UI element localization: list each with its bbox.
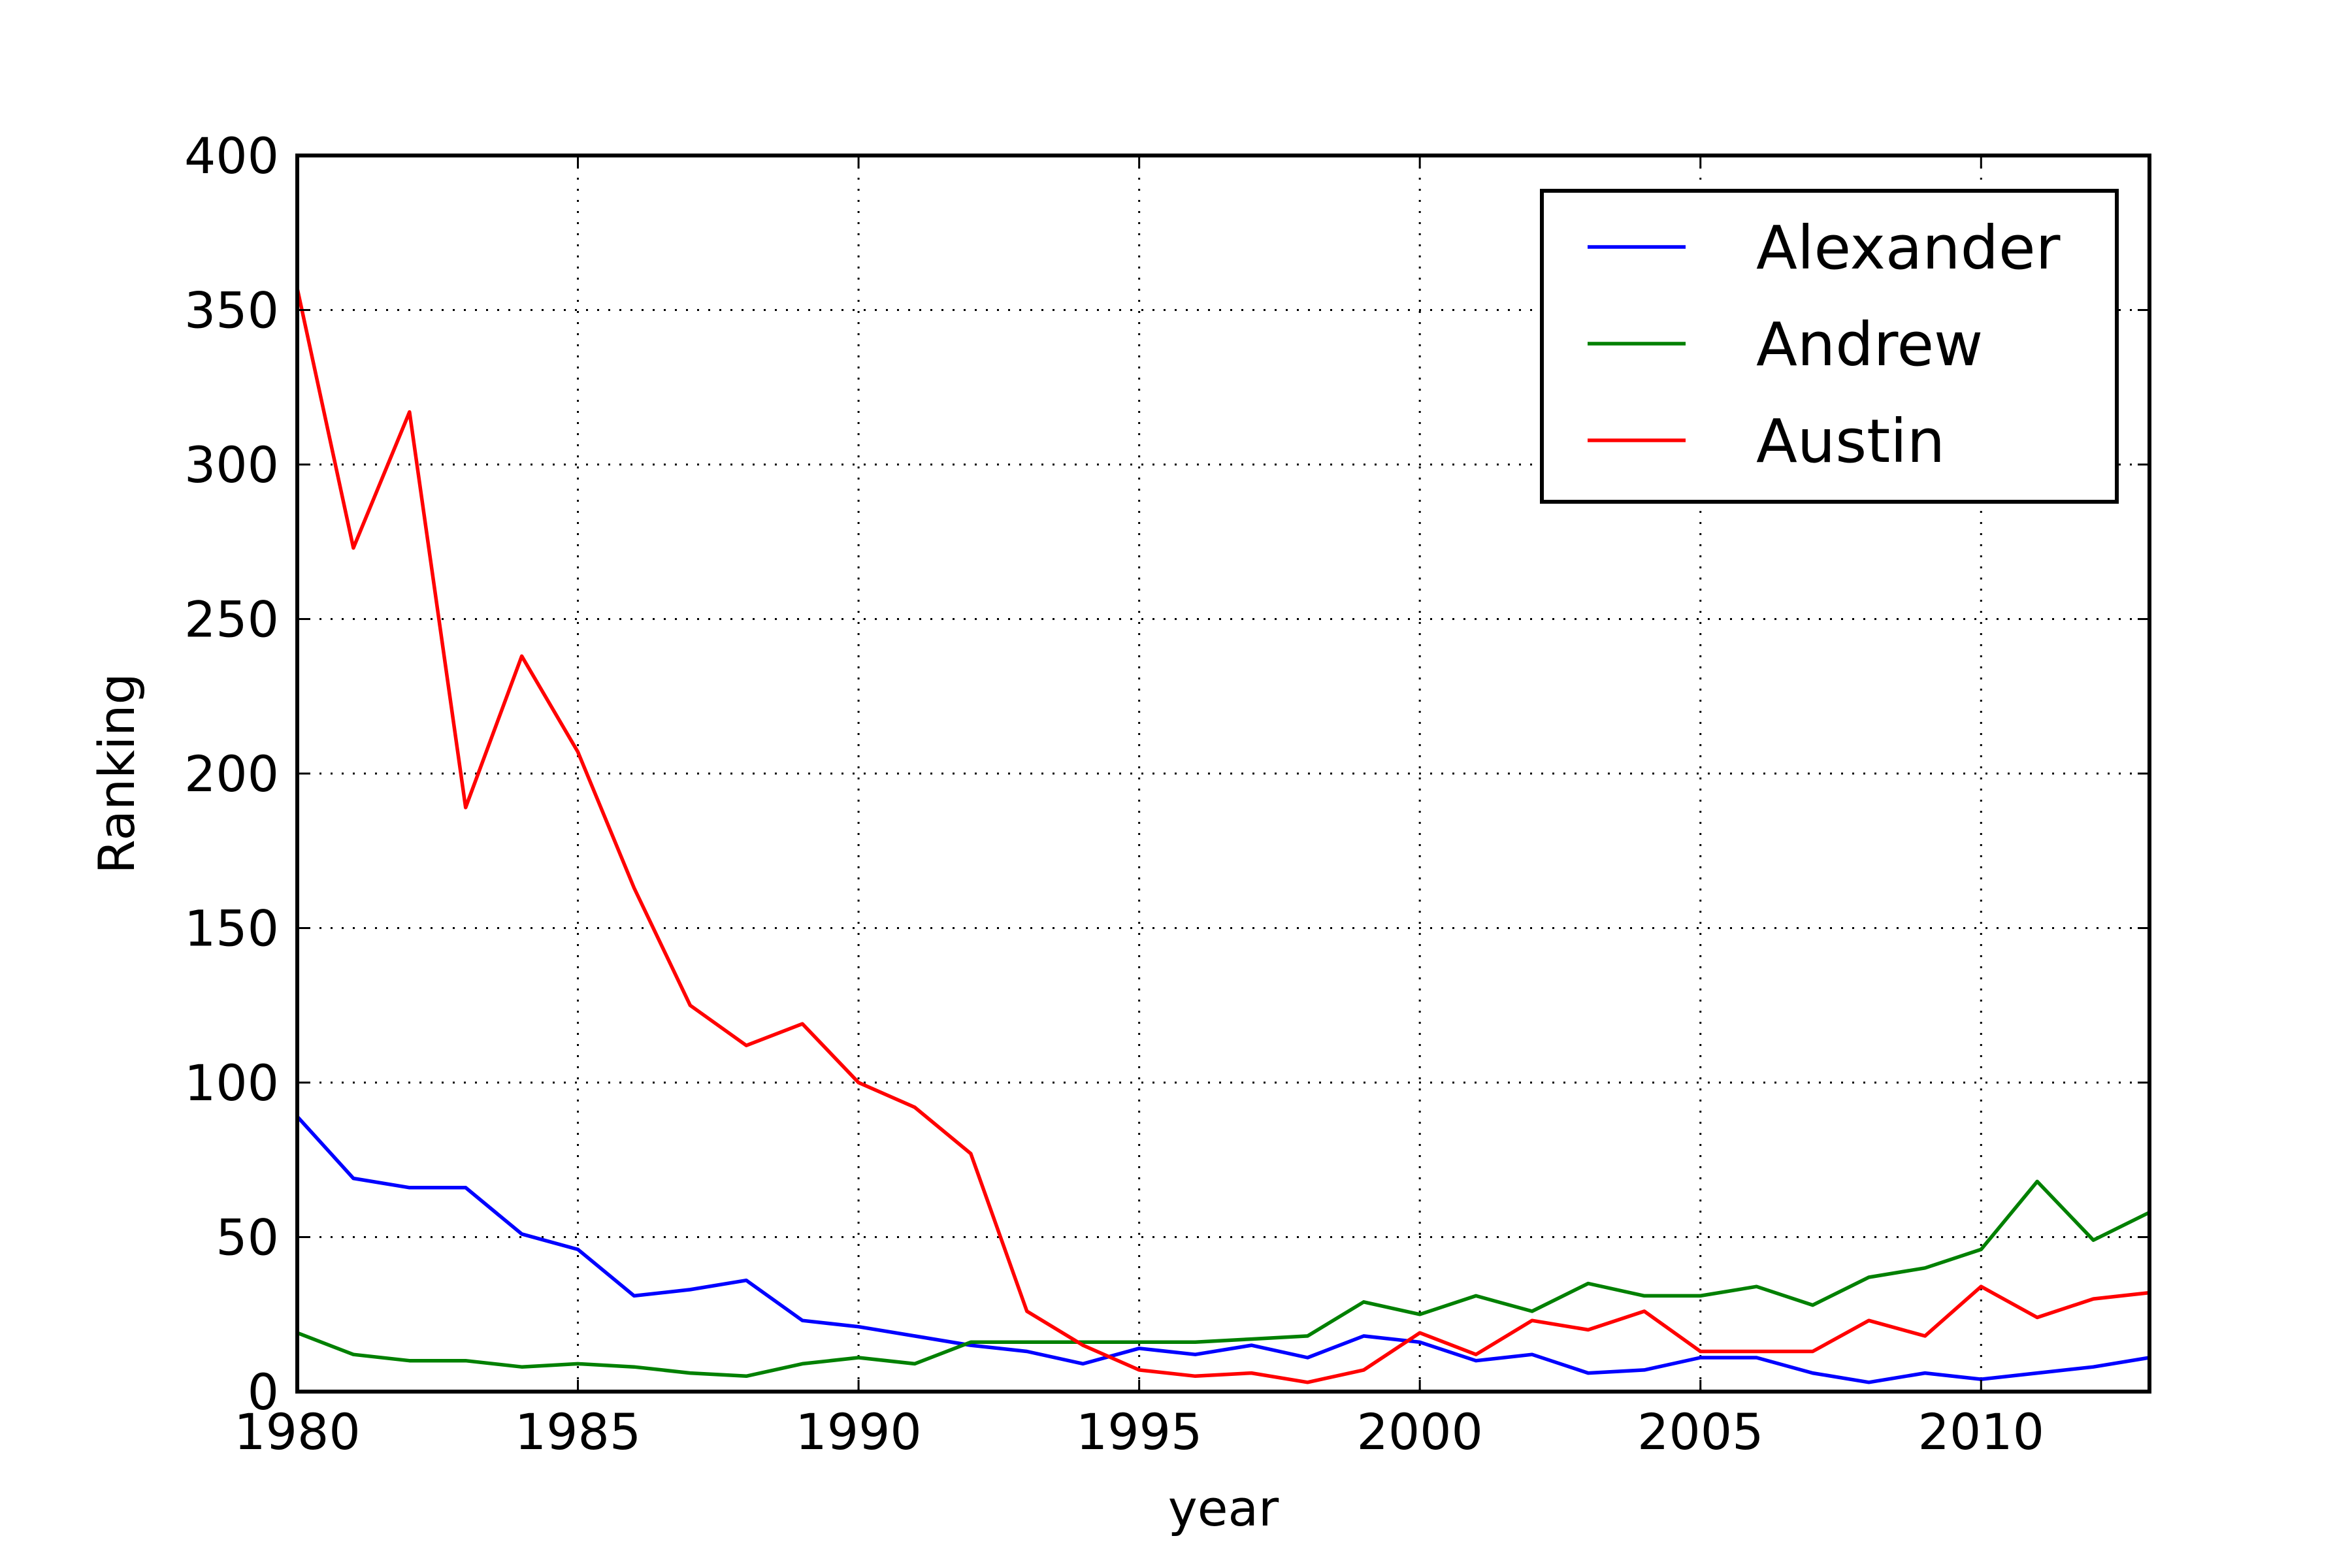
y-tick-label: 250	[184, 591, 279, 649]
x-tick-label: 2000	[1356, 1403, 1482, 1461]
series-group	[295, 287, 2151, 1384]
y-axis-label: Ranking	[88, 673, 146, 874]
x-tick-label: 1980	[234, 1403, 360, 1461]
legend: Alexander Andrew Austin	[1540, 189, 2119, 504]
legend-label: Alexander	[1756, 213, 2061, 283]
y-tick-label: 400	[184, 127, 279, 185]
x-tick-label: 1995	[1076, 1403, 1202, 1461]
series-line-andrew	[297, 1179, 2151, 1379]
y-tick-labels: 0 50 100 150 200 250 300 350 400	[184, 127, 279, 1421]
x-tick-label: 1985	[515, 1403, 641, 1461]
x-tick-labels: 1980 1985 1990 1995 2000 2005 2010	[234, 1403, 2044, 1461]
y-tick-label: 300	[184, 436, 279, 494]
legend-label: Andrew	[1756, 310, 1983, 380]
x-axis-label: year	[1168, 1479, 1279, 1537]
y-tick-label: 200	[184, 745, 279, 803]
y-tick-label: 350	[184, 282, 279, 340]
series-line-austin	[295, 287, 2150, 1384]
x-tick-label: 1990	[795, 1403, 921, 1461]
legend-box	[1540, 189, 2119, 504]
y-tick-label: 100	[184, 1054, 279, 1112]
x-tick-label: 2010	[1918, 1403, 2044, 1461]
ticks	[296, 154, 2149, 1393]
series-line-alexander	[295, 1115, 2150, 1384]
legend-label: Austin	[1756, 406, 1945, 476]
y-tick-label: 0	[248, 1363, 279, 1421]
y-tick-label: 150	[184, 900, 279, 958]
y-tick-label: 50	[216, 1209, 279, 1267]
x-tick-label: 2005	[1637, 1403, 1763, 1461]
